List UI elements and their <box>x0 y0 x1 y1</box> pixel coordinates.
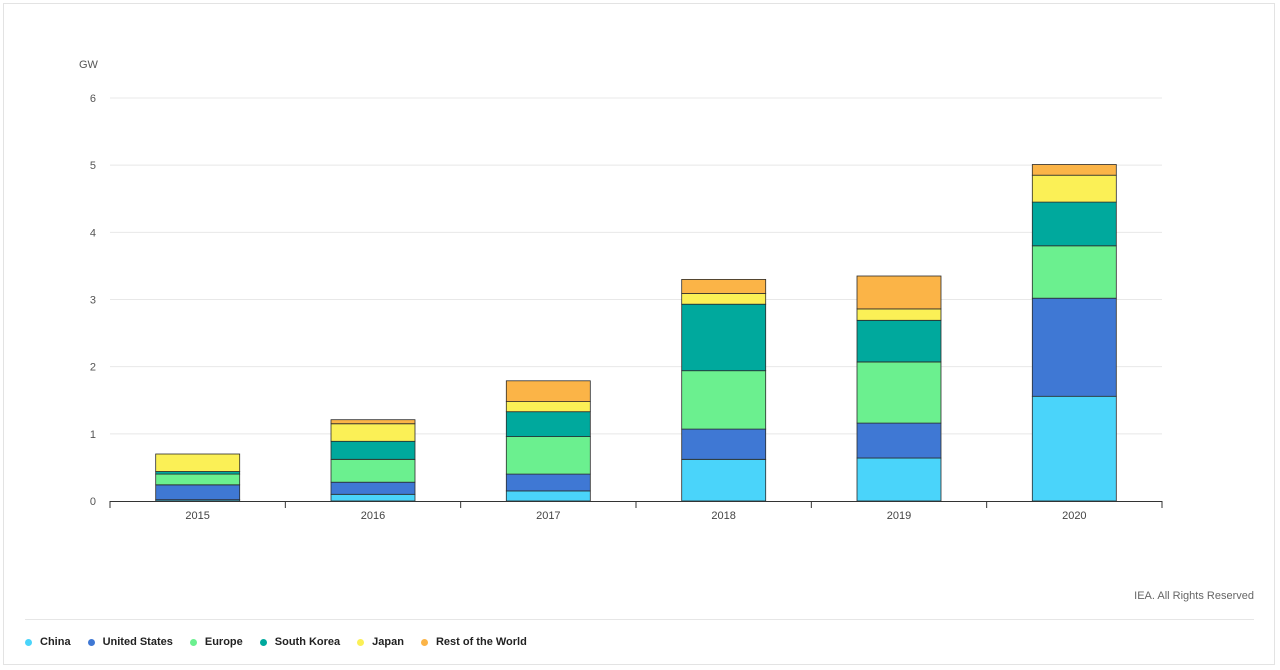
bar-segment[interactable] <box>856 457 942 502</box>
legend-label: South Korea <box>274 636 341 648</box>
y-tick-label: 4 <box>90 227 96 239</box>
bar-segment[interactable] <box>505 490 591 502</box>
y-axis-unit: GW <box>79 59 98 71</box>
legend-item[interactable]: Rest of the World <box>420 636 527 648</box>
x-tick-label: 2015 <box>185 510 209 522</box>
legend-item[interactable]: Japan <box>357 636 404 648</box>
legend-swatch <box>25 638 32 646</box>
legend-label: United States <box>102 636 173 648</box>
x-tick-label: 2018 <box>711 510 735 522</box>
y-axis-ticks: 0 1 2 3 4 5 6 <box>90 93 96 508</box>
bar-segment[interactable] <box>1031 174 1117 203</box>
bar-segment[interactable] <box>505 380 591 402</box>
copyright-note: IEA. All Rights Reserved <box>1134 590 1254 602</box>
legend: China United States Europe South Korea Japan… <box>25 634 544 650</box>
bar-segment[interactable] <box>681 303 767 372</box>
y-tick-label: 6 <box>90 93 96 105</box>
bar-segment[interactable] <box>155 453 241 472</box>
legend-swatch <box>420 638 428 646</box>
bar-segment[interactable] <box>155 473 241 486</box>
legend-label: Japan <box>372 636 404 648</box>
bar-segment[interactable] <box>330 493 416 502</box>
x-tick-label: 2020 <box>1062 510 1086 522</box>
bar-segment[interactable] <box>505 473 591 492</box>
bar-segment[interactable] <box>856 308 942 321</box>
x-tick-label: 2016 <box>361 510 385 522</box>
bar-segment[interactable] <box>681 458 767 502</box>
bar-segment[interactable] <box>505 411 591 438</box>
bar-segment[interactable] <box>330 481 416 495</box>
bar-segment[interactable] <box>1031 245 1117 299</box>
x-tick-label: 2019 <box>887 510 911 522</box>
bar-segment[interactable] <box>681 293 767 305</box>
y-tick-label: 5 <box>90 160 96 172</box>
bars <box>155 164 1117 502</box>
gridlines <box>110 97 1162 435</box>
legend-label: Europe <box>204 636 243 648</box>
legend-divider <box>25 619 1254 620</box>
bar-segment[interactable] <box>1031 395 1117 502</box>
bar-segment[interactable] <box>1031 201 1117 247</box>
bar-segment[interactable] <box>681 428 767 460</box>
legend-swatch <box>357 638 365 646</box>
legend-item[interactable]: China <box>25 636 71 648</box>
bar-segment[interactable] <box>856 422 942 459</box>
legend-label: China <box>40 636 71 648</box>
x-axis: 2015 2016 2017 2018 2019 2020 <box>109 501 1163 522</box>
bar-segment[interactable] <box>1031 164 1117 176</box>
legend-swatch <box>87 638 95 646</box>
y-tick-label: 1 <box>90 429 96 441</box>
bar-segment[interactable] <box>1031 297 1117 397</box>
legend-item[interactable]: South Korea <box>259 636 341 648</box>
legend-label: Rest of the World <box>435 636 527 648</box>
legend-swatch <box>189 638 197 646</box>
bar-segment[interactable] <box>330 419 416 425</box>
bar-segment[interactable] <box>330 423 416 442</box>
bar-segment[interactable] <box>681 278 767 294</box>
y-tick-label: 3 <box>90 295 96 307</box>
x-tick-label: 2017 <box>536 510 560 522</box>
bar-segment[interactable] <box>856 361 942 424</box>
bar-segment[interactable] <box>155 484 241 501</box>
bar-segment[interactable] <box>505 436 591 475</box>
legend-item[interactable]: United States <box>87 636 173 648</box>
bar-segment[interactable] <box>681 370 767 430</box>
bar-segment[interactable] <box>330 440 416 460</box>
bar-segment[interactable] <box>856 319 942 363</box>
bar-segment[interactable] <box>330 458 416 483</box>
legend-item[interactable]: Europe <box>189 636 243 648</box>
y-tick-label: 2 <box>90 362 96 374</box>
bar-segment[interactable] <box>856 275 942 310</box>
bar-segment[interactable] <box>505 401 591 413</box>
y-tick-label: 0 <box>90 496 96 508</box>
legend-swatch <box>259 638 267 646</box>
